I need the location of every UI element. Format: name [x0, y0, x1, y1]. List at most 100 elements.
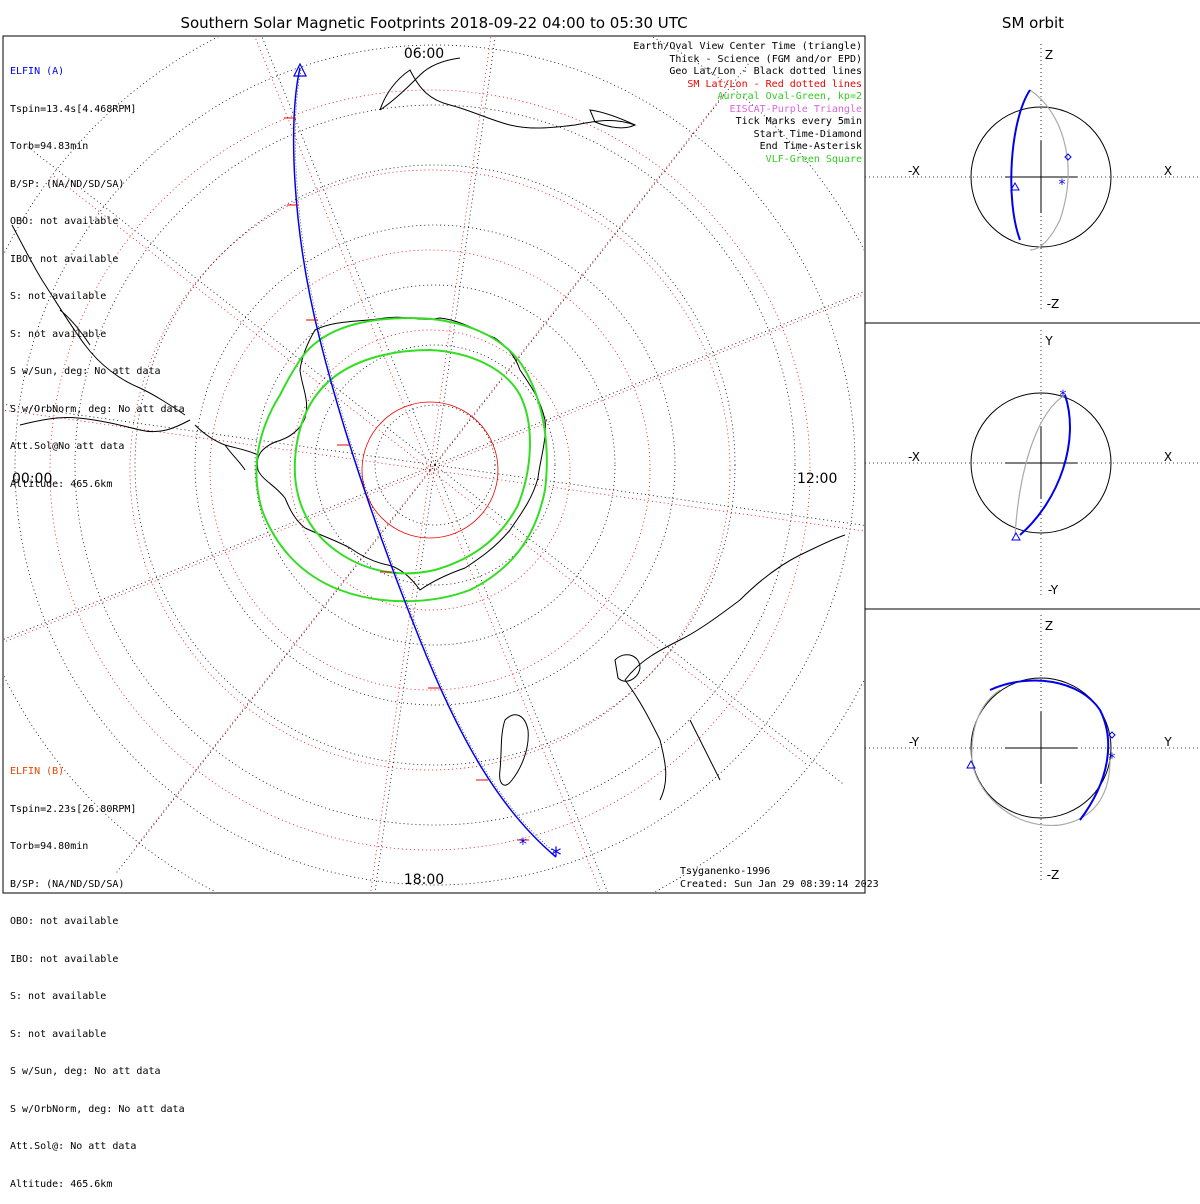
polar-map: ** [4, 37, 864, 892]
sm-meridian [429, 469, 864, 532]
end-asterisk: * [1059, 388, 1067, 404]
geo-lat-circle [254, 284, 616, 646]
footer: Tsyganenko-1996 Created: Sun Jan 29 08:3… [680, 866, 879, 891]
elfin-a-track: ** [284, 62, 563, 869]
elfin-a-line: IBO: not available [10, 253, 119, 265]
sm-meridian [429, 294, 864, 471]
sm-meridian [429, 37, 492, 471]
new-zealand-coast [499, 714, 529, 786]
sm-meridian [4, 469, 431, 643]
legend-item: EISCAT-Purple Triangle [729, 103, 862, 115]
sm-meridian [429, 91, 726, 471]
orbit-path-near [989, 679, 1110, 821]
model-label: Tsyganenko-1996 [680, 866, 771, 877]
elfin-b-info: ELFIN (B) Tspin=2.23s[26.80RPM] Torb=94.… [10, 741, 185, 1204]
axis-label-left: -Y [909, 735, 920, 749]
sm-latlon-grid [4, 37, 864, 892]
earth-circle [970, 392, 1112, 534]
map-frame [2, 35, 866, 894]
axis-label-right: X [1164, 450, 1172, 464]
sm-meridian [4, 409, 431, 471]
madagascar-coast [589, 109, 637, 129]
time-label-right: 12:00 [797, 471, 837, 487]
peninsula-coast [194, 424, 259, 471]
elfin-b-line: Altitude: 465.6km [10, 1178, 113, 1190]
legend-item: Earth/Oval View Center Time (triangle) [633, 41, 862, 52]
elfin-b-line: S w/Sun, deg: No att data [10, 1066, 161, 1077]
geo-meridian [434, 464, 864, 526]
elfin-b-line: Att.Sol@: No att data [10, 1141, 137, 1152]
orbit-panels: * Z -Z -X X * Y -Y -X X * Z -Z -Y Y [865, 44, 1200, 882]
start-diamond [1108, 731, 1116, 739]
geo-lat-circle [134, 164, 736, 766]
end-asterisk: * [549, 844, 562, 869]
coastlines [11, 57, 846, 801]
geo-meridian [434, 291, 864, 466]
elfin-a-line: S: not available [10, 328, 107, 340]
sm-lat-circle [129, 169, 731, 771]
geo-meridian [434, 37, 496, 466]
end-asterisk: * [1108, 751, 1116, 767]
elfin-a-line: S: not available [10, 291, 107, 302]
geo-meridian [24, 144, 436, 466]
legend-item: VLF-Green Square [765, 153, 862, 165]
geo-lat-circle [314, 344, 556, 586]
geo-lat-circle [194, 224, 676, 706]
elfin-b-line: Tspin=2.23s[26.80RPM] [10, 803, 137, 815]
legend-item: End Time-Asterisk [759, 141, 862, 152]
sm-meridian [429, 469, 601, 892]
sm-meridian [370, 469, 431, 892]
axis-label-left: -X [908, 164, 920, 178]
geo-lat-circle [14, 44, 856, 886]
sm-meridian [51, 174, 431, 471]
orbit-path-far [971, 689, 1111, 826]
axis-label-top: Z [1045, 619, 1053, 633]
legend-item: Start Time-Diamond [753, 128, 862, 140]
legend-item: Thick - Science (FGM and/or EPD) [669, 53, 862, 65]
orbit-path-far [1014, 394, 1066, 536]
time-label-bottom: 18:00 [404, 872, 444, 888]
geo-meridian [261, 37, 436, 466]
elfin-b-name: ELFIN (B) [10, 766, 65, 777]
elfin-a-info: ELFIN (A) Tspin=13.4s[4.468RPM] Torb=94.… [10, 41, 185, 504]
legend-item: Tick Marks every 5min [735, 116, 862, 127]
footprint-figure: ** 06:00 18:00 00:00 12:00 * Z -Z -X X * Y -Y -X… [2, 35, 1200, 894]
elfin-a-line: Torb=94.83min [10, 141, 89, 152]
axis-label-bottom: -Z [1047, 297, 1060, 311]
australia-coast [624, 534, 846, 801]
orbit-panel-title: SM orbit [1001, 14, 1065, 32]
sm-lat-circle [49, 89, 811, 851]
sm-lat-circle [289, 329, 571, 611]
axis-label-right: X [1164, 164, 1172, 178]
geo-meridian [114, 464, 436, 876]
elfin-b-line: OBO: not available [10, 916, 119, 927]
elfin-b-line: Torb=94.80min [10, 841, 89, 852]
axis-label-left: -X [908, 450, 920, 464]
created-label: Created: Sun Jan 29 08:39:14 2023 [680, 878, 879, 890]
track-line [292, 67, 557, 858]
south-america-coast [11, 224, 191, 433]
plot-title: Southern Solar Magnetic Footprints 2018-… [180, 14, 688, 32]
orbit-path-near [1019, 394, 1071, 536]
elfin-a-line: Altitude: 465.6km [10, 478, 113, 490]
axis-label-top: Y [1044, 334, 1053, 348]
elfin-a-line: S w/OrbNorm, deg: No att data [10, 403, 185, 415]
geo-lat-circle [74, 104, 796, 826]
elfin-a-name: ELFIN (A) [10, 66, 65, 77]
track-dotted-shadow [295, 69, 559, 856]
elfin-a-line: OBO: not available [10, 216, 119, 227]
geo-meridian [4, 404, 436, 466]
elfin-b-line: S: not available [10, 1028, 107, 1040]
sm-meridian [429, 469, 809, 766]
orbit-path-far [1029, 89, 1069, 251]
elfin-a-line: S w/Sun, deg: No att data [10, 366, 161, 377]
start-diamond [1064, 153, 1072, 161]
elfin-b-line: S w/OrbNorm, deg: No att data [10, 1103, 185, 1115]
time-label-left: 00:00 [12, 471, 52, 487]
africa-coast [379, 57, 636, 129]
time-label-top: 06:00 [404, 46, 444, 62]
elfin-b-line: S: not available [10, 991, 107, 1002]
sm-inner-circle [361, 401, 499, 539]
elfin-b-line: IBO: not available [10, 953, 119, 965]
geo-meridian [374, 464, 436, 892]
